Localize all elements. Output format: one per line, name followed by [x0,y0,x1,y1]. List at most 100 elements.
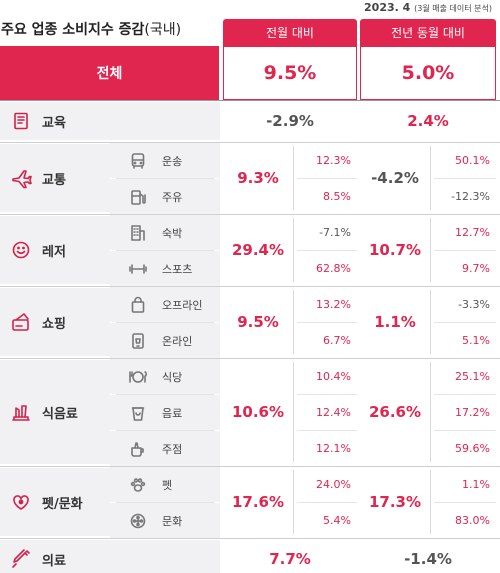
subcategory-yoy-value: 83.0% [455,513,490,527]
divider [434,430,496,431]
category-mom-value: 9.3% [237,169,279,187]
divider [116,178,214,179]
category-mom-value: 7.7% [269,550,311,568]
subcategory-mom-value: 6.7% [323,333,351,347]
divider [297,250,357,251]
subcategory-mom-value: 24.0% [316,477,351,491]
category-yoy-value: 2.4% [407,112,449,130]
subcategory-yoy-value: 50.1% [455,153,490,167]
header-mom: 전월 대비 [223,19,357,46]
divider [434,394,496,395]
divider [434,322,496,323]
divider [116,502,214,503]
drink-icon [128,439,148,459]
total-yoy-value: 5.0% [360,46,496,100]
category-yoy-value: -4.2% [371,169,419,187]
subcategory-yoy-value: 1.1% [462,477,490,491]
subcategory-label: 숙박 [162,226,183,240]
subcategory-mom-value: 12.4% [316,405,351,419]
subcategory-cell: 주점 [110,431,220,466]
category-yoy-value: -1.4% [404,550,452,568]
category-cell-pet: 펫/문화 [0,468,110,536]
subcategory-yoy-value: 9.7% [462,261,490,275]
divider [430,218,431,282]
divider [430,362,431,462]
divider [430,470,431,534]
subcategory-label: 오프라인 [162,298,203,312]
divider [297,502,357,503]
subcategory-yoy-value: 59.6% [455,441,490,455]
report-date-main: 2023. 4 [364,1,411,14]
gas-pump-icon [128,187,148,207]
category-cell-food: 식음료 [0,360,110,464]
divider [434,502,496,503]
report-date: 2023. 4 (3월 매출 데이터 분석) [364,1,492,14]
subcategory-cell: 문화 [110,503,220,538]
category-mom-value: 29.4% [231,241,285,259]
divider [293,470,294,534]
divider [430,146,431,210]
divider [0,358,500,359]
category-cell-leisure: 레저 [0,216,110,284]
subcategory-cell: 운송 [110,143,220,178]
syringe-icon [10,548,32,570]
subcategory-yoy-value: 5.1% [462,333,490,347]
subcategory-yoy-value: -3.3% [458,297,490,311]
divider [297,178,357,179]
subcategory-label: 온라인 [162,334,193,348]
subcategory-label: 주점 [162,442,183,456]
divider [116,250,214,251]
category-label: 레저 [42,244,66,260]
subcategory-cell: 주유 [110,179,220,214]
divider [0,538,500,539]
subcategory-mom-value: 5.4% [323,513,351,527]
divider [116,394,214,395]
category-yoy-value: 1.1% [374,313,416,331]
divider [297,322,357,323]
subcategory-label: 운송 [162,154,183,168]
category-mom-value: 9.5% [237,313,279,331]
subcategory-mom-value: 12.1% [316,441,351,455]
category-label: 펫/문화 [42,496,83,512]
subcategory-label: 스포츠 [162,262,193,276]
subcategory-label: 주유 [162,190,183,204]
category-yoy-value: 10.7% [368,241,422,259]
subcategory-mom-value: 62.8% [316,261,351,275]
total-mom-value: 9.5% [223,46,357,100]
page-title-main: 주요 업종 소비지수 증감 [1,22,145,38]
subcategory-cell: 스포츠 [110,251,220,286]
category-yoy-value: 17.3% [368,493,422,511]
subcategory-yoy-value: 12.7% [455,225,490,239]
category-mom-value: 10.6% [231,403,285,421]
category-yoy-value: 26.6% [368,403,422,421]
category-mom-value: -2.9% [266,112,314,130]
total-label: 전체 [0,46,219,100]
paw-heart-icon [10,491,32,513]
shopping-bag-icon [128,295,148,315]
subcategory-cell: 식당 [110,359,220,394]
subcategory-cell: 펫 [110,467,220,502]
category-cell-shopping: 쇼핑 [0,288,110,356]
divider [0,214,500,215]
category-label: 교통 [42,172,66,188]
divider [297,430,357,431]
subcategory-label: 펫 [162,478,173,492]
divider [0,286,500,287]
subcategory-mom-value: 12.3% [316,153,351,167]
subcategory-cell: 숙박 [110,215,220,250]
category-mom-value: 17.6% [231,493,285,511]
divider [116,322,214,323]
category-label: 의료 [42,553,66,569]
divider [434,250,496,251]
card-icon [10,311,32,333]
subcategory-label: 식당 [162,370,183,384]
airplane-icon [10,167,32,189]
page-title: 주요 업종 소비지수 증감(국내) [1,19,181,39]
subcategory-cell: 음료 [110,395,220,430]
header-yoy: 전년 동월 대비 [360,19,496,46]
subcategory-cell: 온라인 [110,323,220,358]
category-cell-transport: 교통 [0,144,110,212]
divider [293,146,294,210]
subcategory-cell: 오프라인 [110,287,220,322]
divider [434,178,496,179]
